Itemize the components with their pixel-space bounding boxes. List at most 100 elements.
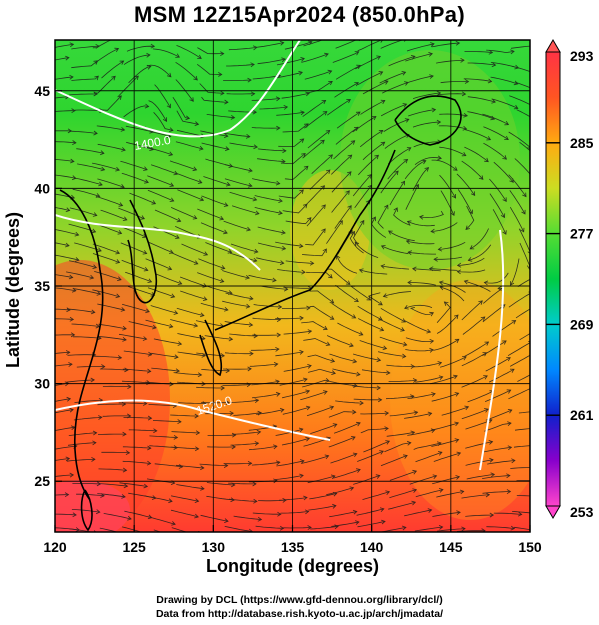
streamline-arrowhead <box>480 316 486 321</box>
streamline-arrowhead <box>382 345 388 351</box>
streamline-arrowhead <box>354 297 359 303</box>
streamline-arrowhead <box>378 301 383 306</box>
streamline-arrowhead <box>455 40 461 46</box>
streamline-arrowhead <box>324 52 329 58</box>
streamline <box>489 193 505 218</box>
streamline <box>206 482 235 486</box>
streamline <box>484 422 512 432</box>
streamline-arrowhead <box>327 69 333 75</box>
streamline <box>306 271 333 279</box>
y-axis-label: Latitude (degrees) <box>3 211 23 369</box>
streamline-arrowhead <box>111 75 116 81</box>
streamline-arrowhead <box>456 262 462 268</box>
streamline-arrowhead <box>153 428 158 434</box>
streamline <box>379 336 407 346</box>
streamline <box>71 60 98 69</box>
streamline-arrowhead <box>143 401 148 406</box>
streamline-arrowhead <box>248 322 254 328</box>
streamline-arrowhead <box>513 80 519 86</box>
streamline-arrowhead <box>117 230 123 235</box>
streamline <box>333 140 355 160</box>
y-axis-ticks: 25 30 35 40 45 <box>34 83 62 489</box>
streamline-arrowhead <box>220 353 225 358</box>
streamline <box>429 268 458 271</box>
coast-honshu <box>214 149 396 331</box>
streamline <box>440 81 469 84</box>
streamline <box>483 142 507 160</box>
streamline <box>72 483 101 485</box>
streamline <box>97 433 127 435</box>
streamline <box>153 226 180 239</box>
streamline-arrowhead <box>305 389 311 395</box>
streamline-arrowhead <box>354 241 360 247</box>
streamline <box>327 268 351 285</box>
streamline <box>493 161 514 183</box>
streamline <box>101 451 130 454</box>
streamline <box>224 321 253 326</box>
streamline <box>488 368 515 383</box>
streamline-arrowhead <box>147 351 153 357</box>
contour-1400 <box>55 40 301 138</box>
streamline <box>413 442 441 450</box>
streamline <box>275 428 303 436</box>
streamline-arrowhead <box>382 293 388 298</box>
streamline-arrowhead <box>143 483 149 489</box>
streamline <box>76 366 105 368</box>
streamline-arrowhead <box>485 492 491 498</box>
streamline-arrowhead <box>305 436 310 442</box>
streamline <box>485 357 511 372</box>
colorbar-label: 293 <box>570 48 594 64</box>
streamline <box>405 337 434 342</box>
streamline <box>362 141 385 161</box>
grid-lines <box>55 40 530 532</box>
streamline <box>335 400 364 404</box>
streamline <box>252 393 280 399</box>
streamline-arrowhead <box>347 205 352 210</box>
streamline <box>152 48 180 58</box>
streamline-arrowhead <box>402 103 408 108</box>
streamline-arrowhead <box>328 80 333 86</box>
streamline <box>67 308 95 313</box>
streamline-arrowhead <box>98 181 103 187</box>
streamline-arrowhead <box>460 57 465 63</box>
streamline-arrowhead <box>117 276 122 281</box>
streamline <box>431 439 459 447</box>
streamline-arrowhead <box>401 353 407 359</box>
streamline-arrowhead <box>229 410 234 416</box>
streamline <box>128 321 157 329</box>
streamline-arrowhead <box>432 474 438 479</box>
streamline-arrowhead <box>195 533 199 537</box>
streamline <box>331 154 352 175</box>
streamline-arrowhead <box>438 375 444 380</box>
streamline-arrowhead <box>170 293 176 299</box>
warm-patch-east <box>390 280 530 520</box>
x-tick-label: 135 <box>281 539 305 555</box>
streamline <box>457 269 486 273</box>
streamline-arrowhead <box>68 274 74 280</box>
credit-drawing: Drawing by DCL (https://www.gfd-dennou.o… <box>156 594 443 606</box>
streamline <box>55 334 75 336</box>
streamline-arrowhead <box>91 228 97 234</box>
streamline <box>276 111 305 116</box>
streamline-arrowhead <box>140 215 146 220</box>
streamline <box>259 285 288 290</box>
streamline-arrowhead <box>322 248 327 254</box>
streamline-arrowhead <box>144 179 149 184</box>
streamline-arrowhead <box>298 70 303 76</box>
streamline <box>513 445 530 448</box>
x-tick-label: 125 <box>122 539 146 555</box>
streamline <box>175 464 204 469</box>
streamline-arrowhead <box>247 77 252 83</box>
streamline <box>309 493 337 500</box>
streamline <box>254 195 283 202</box>
streamline-arrowhead <box>72 512 77 518</box>
streamline <box>393 207 411 226</box>
streamline-arrowhead <box>115 293 121 299</box>
streamline <box>283 365 312 372</box>
streamline-arrowhead <box>531 104 535 108</box>
streamline <box>172 96 190 119</box>
streamline-arrowhead <box>453 374 458 380</box>
streamline-arrowhead <box>510 525 516 531</box>
streamline-arrowhead <box>488 440 494 445</box>
streamline <box>200 514 229 522</box>
